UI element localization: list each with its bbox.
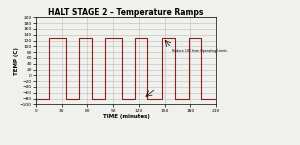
Temp <box>34 98 38 99</box>
Temp <box>146 98 149 99</box>
Temp <box>173 37 177 39</box>
Title: HALT STAGE 2 – Temperature Ramps: HALT STAGE 2 – Temperature Ramps <box>48 8 204 17</box>
Line: Temp: Temp <box>36 38 216 99</box>
X-axis label: TIME (minutes): TIME (minutes) <box>103 114 149 119</box>
Temp <box>133 98 136 99</box>
Temp <box>160 37 164 39</box>
Temp <box>120 37 124 39</box>
Temp <box>173 98 177 99</box>
Temp <box>187 98 190 99</box>
Temp <box>200 98 203 99</box>
Temp <box>160 98 164 99</box>
Temp <box>120 98 124 99</box>
Temp <box>200 37 203 39</box>
Temp <box>90 98 94 99</box>
Temp <box>187 37 190 39</box>
Temp <box>77 37 81 39</box>
Text: Reduce 10C from Operating Limits: Reduce 10C from Operating Limits <box>172 49 227 53</box>
Temp <box>77 98 81 99</box>
Temp <box>90 37 94 39</box>
Temp <box>64 37 68 39</box>
Temp <box>64 98 68 99</box>
Temp <box>214 98 218 99</box>
Temp <box>103 98 106 99</box>
Y-axis label: TEMP (C): TEMP (C) <box>14 47 19 75</box>
Temp <box>47 98 51 99</box>
Temp <box>103 37 106 39</box>
Temp <box>133 37 136 39</box>
Temp <box>146 37 149 39</box>
Temp <box>47 37 51 39</box>
